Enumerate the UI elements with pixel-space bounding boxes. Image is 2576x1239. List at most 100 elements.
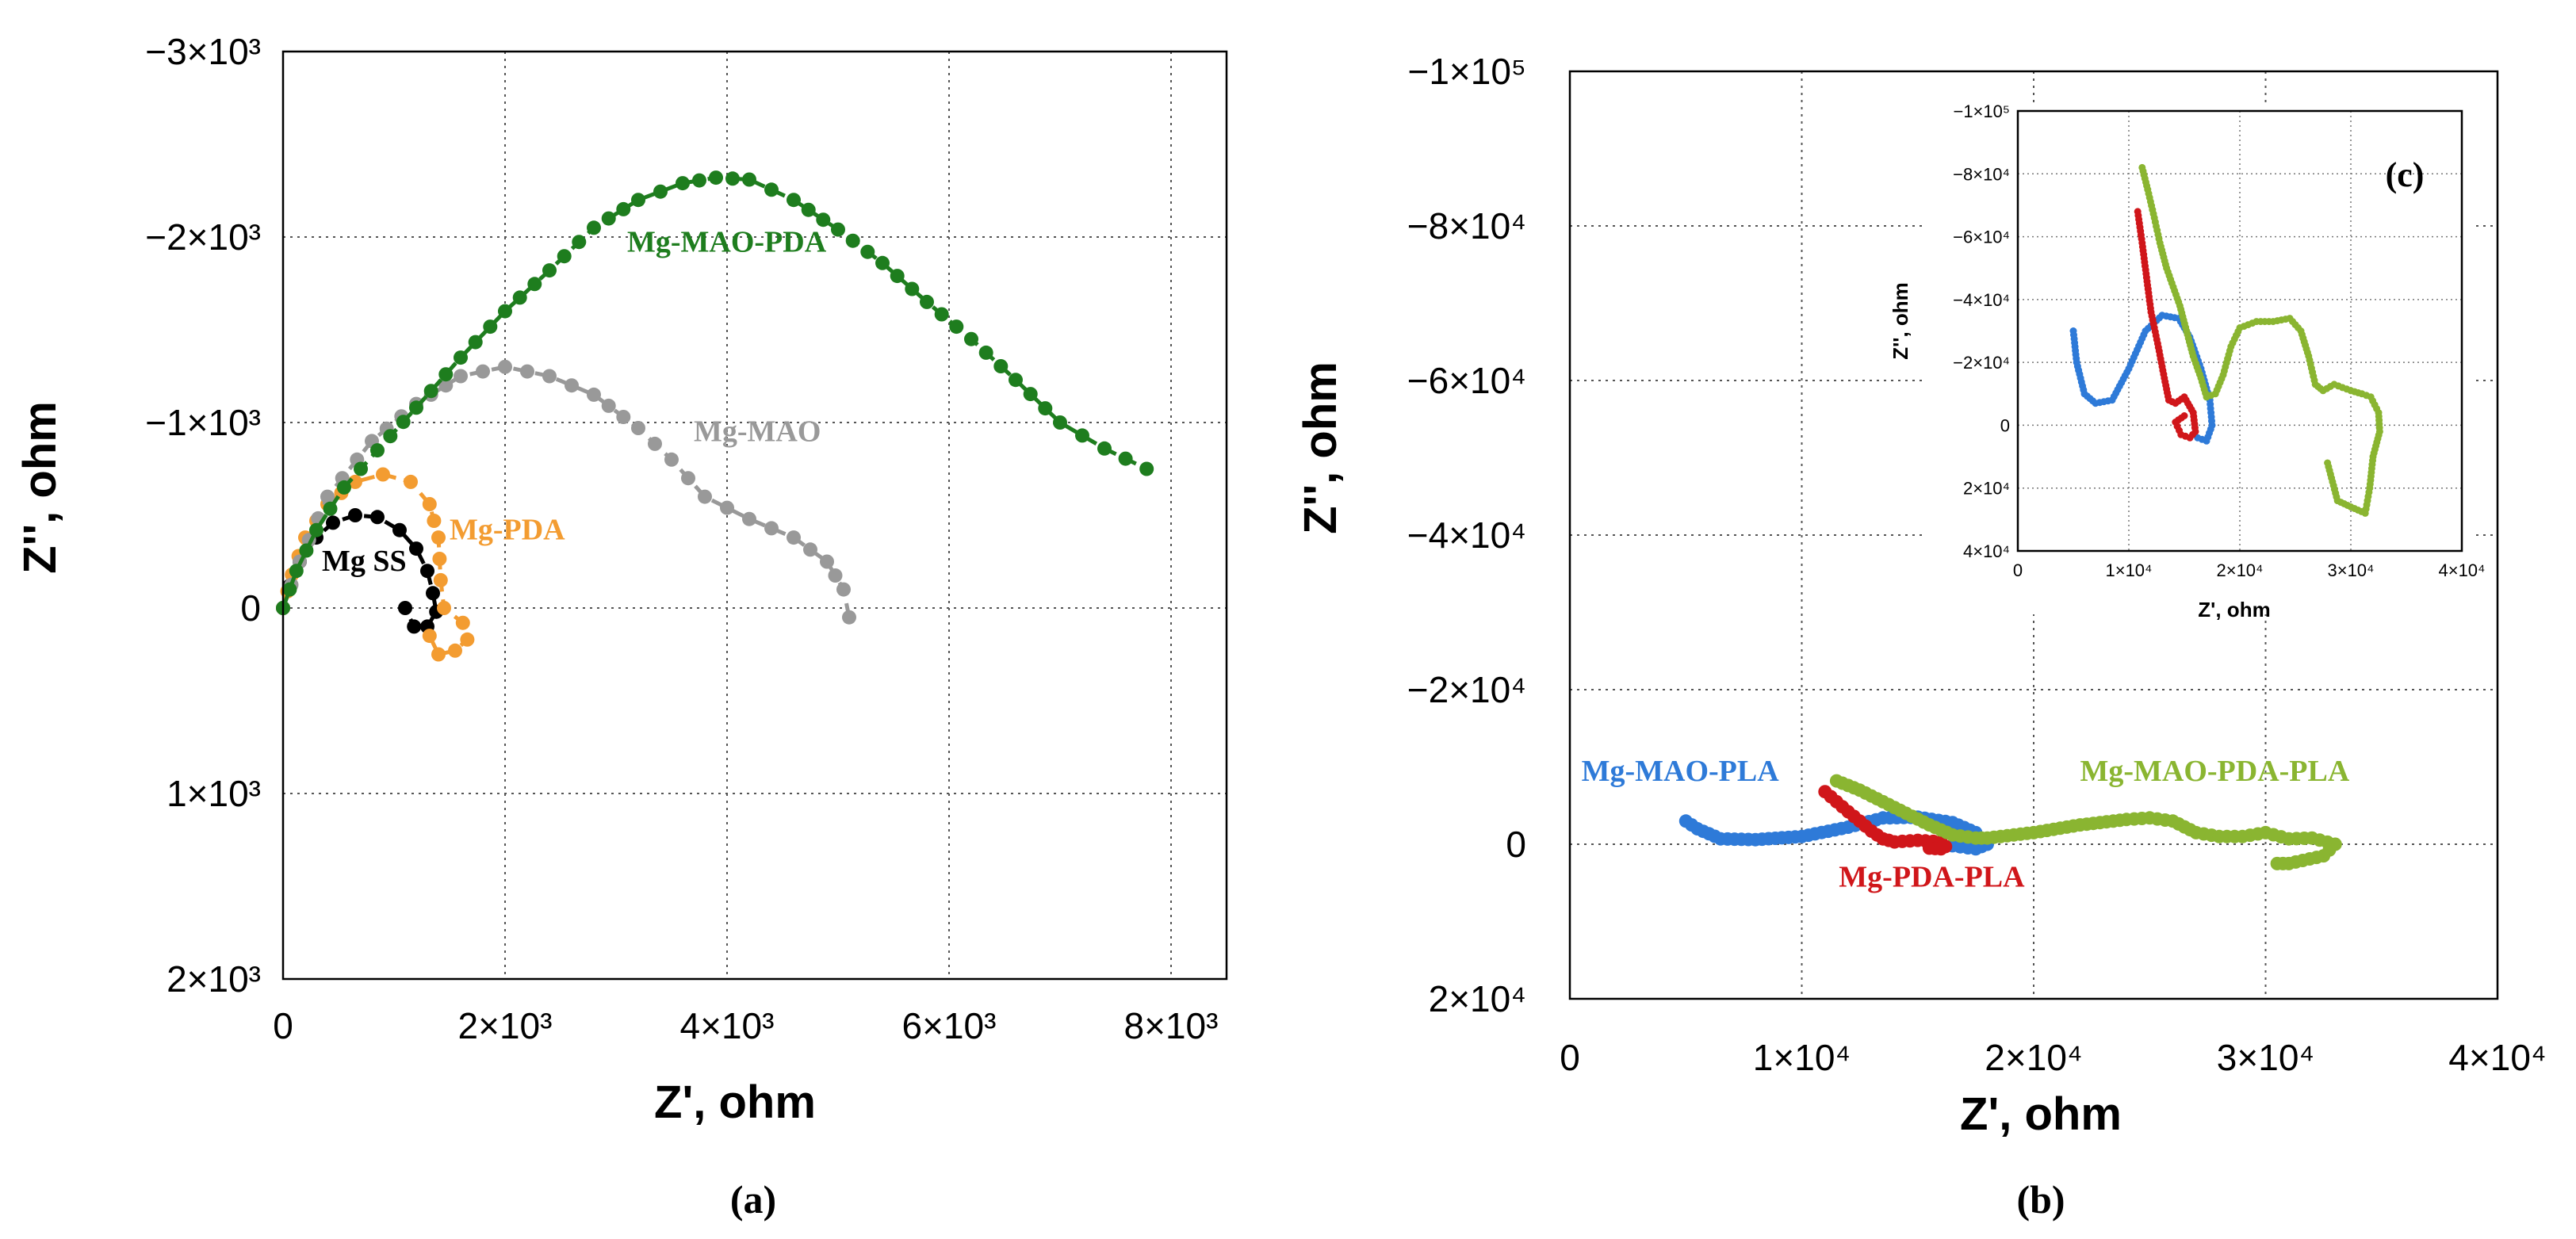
data-point [709, 170, 723, 185]
series-group-b [1678, 774, 2342, 870]
data-point [454, 350, 468, 365]
data-point [692, 173, 706, 188]
plot-frame-c [2016, 109, 2463, 553]
y-tick-label: 4×10⁴ [1963, 541, 2010, 561]
x-tick-labels-c: 0 1×10⁴ 2×10⁴ 3×10⁴ 4×10⁴ [2013, 560, 2486, 580]
data-point [742, 511, 756, 526]
x-tick-label: 2×10⁴ [2216, 560, 2263, 580]
data-point [572, 235, 587, 250]
x-tick-label: 1×10⁴ [1753, 1037, 1851, 1078]
y-tick-labels-b: −1×10⁵ −8×10⁴ −6×10⁴ −4×10⁴ −2×10⁴ 0 2×10⁴ [1407, 51, 1526, 1019]
data-point [427, 514, 442, 528]
data-point [282, 582, 297, 597]
data-point [842, 610, 856, 625]
data-point [803, 542, 817, 557]
data-point [905, 281, 920, 296]
data-point [396, 415, 411, 430]
data-point [354, 461, 368, 476]
data-point [376, 467, 390, 482]
data-point [653, 184, 668, 199]
y-tick-label: −2×10⁴ [1953, 353, 2010, 373]
x-axis-label-c: Z', ohm [2198, 598, 2270, 621]
data-point [498, 304, 512, 319]
series-label: Mg-MAO-PDA [627, 226, 827, 259]
data-point [2180, 412, 2188, 419]
y-tick-label: −4×10⁴ [1407, 514, 1526, 556]
data-point [1023, 387, 1038, 402]
data-point [1922, 841, 1936, 855]
data-point [476, 364, 490, 379]
chart-panel-a: 0 2×10³ 4×10³ 6×10³ 8×10³ −3×10³ −2×10³ −1×10³… [14, 31, 1228, 1222]
data-point [631, 193, 645, 208]
series-mg-mao [276, 359, 856, 625]
series-mg-pda-pla [1818, 785, 1953, 856]
y-tick-label: −1×10⁵ [1953, 101, 2010, 121]
x-tick-label: 4×10⁴ [2448, 1037, 2546, 1078]
data-point [498, 359, 512, 374]
series-labels-a: Mg SS Mg-PDA Mg-MAO Mg-MAO-PDA [322, 226, 827, 578]
data-point [631, 421, 645, 435]
x-tick-label: 3×10⁴ [2327, 560, 2374, 580]
data-point [616, 410, 631, 424]
x-tick-label: 2×10⁴ [1985, 1037, 2082, 1078]
series-line [281, 365, 852, 618]
data-point [1118, 451, 1133, 466]
data-point [648, 436, 662, 451]
x-tick-label: 4×10⁴ [2438, 560, 2485, 580]
x-tick-label: 0 [1560, 1037, 1580, 1078]
data-point [438, 367, 454, 382]
y-tick-label: −6×10⁴ [1953, 228, 2010, 247]
data-point [676, 176, 690, 191]
x-axis-label-a: Z', ohm [654, 1076, 816, 1128]
data-point [309, 522, 323, 537]
series-label: Mg-MAO [694, 415, 821, 448]
data-point [587, 387, 601, 402]
data-point [409, 400, 423, 415]
data-point [483, 319, 498, 335]
data-point [468, 335, 483, 350]
panel-label-b: (b) [2016, 1177, 2065, 1222]
x-tick-label: 4×10³ [680, 1005, 775, 1046]
data-point [787, 530, 801, 545]
data-point [1139, 461, 1154, 476]
data-point [370, 510, 385, 525]
series-label: Mg-PDA [450, 513, 565, 546]
data-point [742, 172, 756, 187]
data-point [404, 474, 418, 489]
data-point [431, 647, 446, 662]
data-point [725, 171, 740, 186]
y-tick-label: 0 [2000, 415, 2010, 435]
series-label: Mg-PDA-PLA [1839, 861, 2025, 894]
data-point [860, 244, 875, 259]
data-point [426, 586, 440, 601]
data-point [828, 568, 843, 583]
y-tick-label: 2×10³ [167, 958, 261, 1000]
x-tick-labels-b: 0 1×10⁴ 2×10⁴ 3×10⁴ 4×10⁴ [1560, 1037, 2546, 1078]
data-point [978, 345, 993, 360]
data-point [392, 522, 407, 537]
series-label: Mg SS [322, 545, 407, 578]
y-tick-labels-a: −3×10³ −2×10³ −1×10³ 0 1×10³ 2×10³ [145, 31, 261, 1000]
series-label: Mg-MAO-PDA-PLA [2080, 755, 2350, 788]
y-tick-label: 0 [240, 587, 261, 629]
data-point [698, 489, 712, 504]
data-point [542, 263, 557, 278]
data-point [299, 543, 314, 558]
data-point [565, 378, 579, 393]
data-point [383, 429, 398, 444]
panel-label-c: (c) [2386, 155, 2425, 194]
data-point [320, 489, 335, 504]
data-point [616, 201, 631, 216]
x-tick-label: 6×10³ [902, 1005, 997, 1046]
y-tick-labels-c: −1×10⁵ −8×10⁴ −6×10⁴ −4×10⁴ −2×10⁴ 0 2×10⁴ 4×10… [1953, 101, 2010, 561]
series-group-a [276, 170, 1154, 662]
y-tick-label: −4×10⁴ [1953, 290, 2010, 310]
plot-frame-b [1568, 70, 2499, 1000]
data-point [337, 480, 351, 495]
data-point [1053, 415, 1067, 430]
data-point [764, 182, 779, 197]
data-point [601, 398, 616, 413]
y-axis-label-c: Z'', ohm [1889, 282, 1912, 360]
y-tick-label: −3×10³ [145, 31, 261, 72]
